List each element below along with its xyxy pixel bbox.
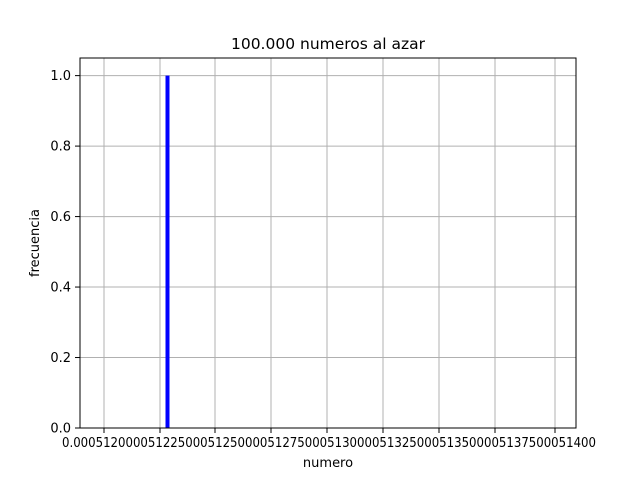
y-tick-label: 0.4	[50, 281, 71, 296]
bars-layer	[165, 75, 170, 428]
y-tick-label: 0.0	[50, 422, 71, 437]
y-tick-label: 0.2	[50, 351, 71, 366]
plot-frame	[79, 57, 577, 429]
chart-title: 100.000 numeros al azar	[231, 35, 426, 53]
y-tick-label: 1.0	[50, 69, 71, 84]
y-ticks: 0.0 0.2 0.4 0.6 0.8 1.0	[50, 69, 80, 437]
x-tick-labels: 0.00051200005122500051250000512750005130…	[62, 436, 596, 451]
y-tick-label: 0.8	[50, 140, 71, 155]
y-axis-label: frecuencia	[28, 209, 43, 277]
histogram-bar	[165, 75, 170, 428]
x-axis-label: numero	[303, 456, 353, 471]
x-ticks: 0.00051200005122500051250000512750005130…	[62, 428, 596, 451]
grid-layer	[80, 58, 576, 429]
y-tick-label: 0.6	[50, 210, 71, 225]
